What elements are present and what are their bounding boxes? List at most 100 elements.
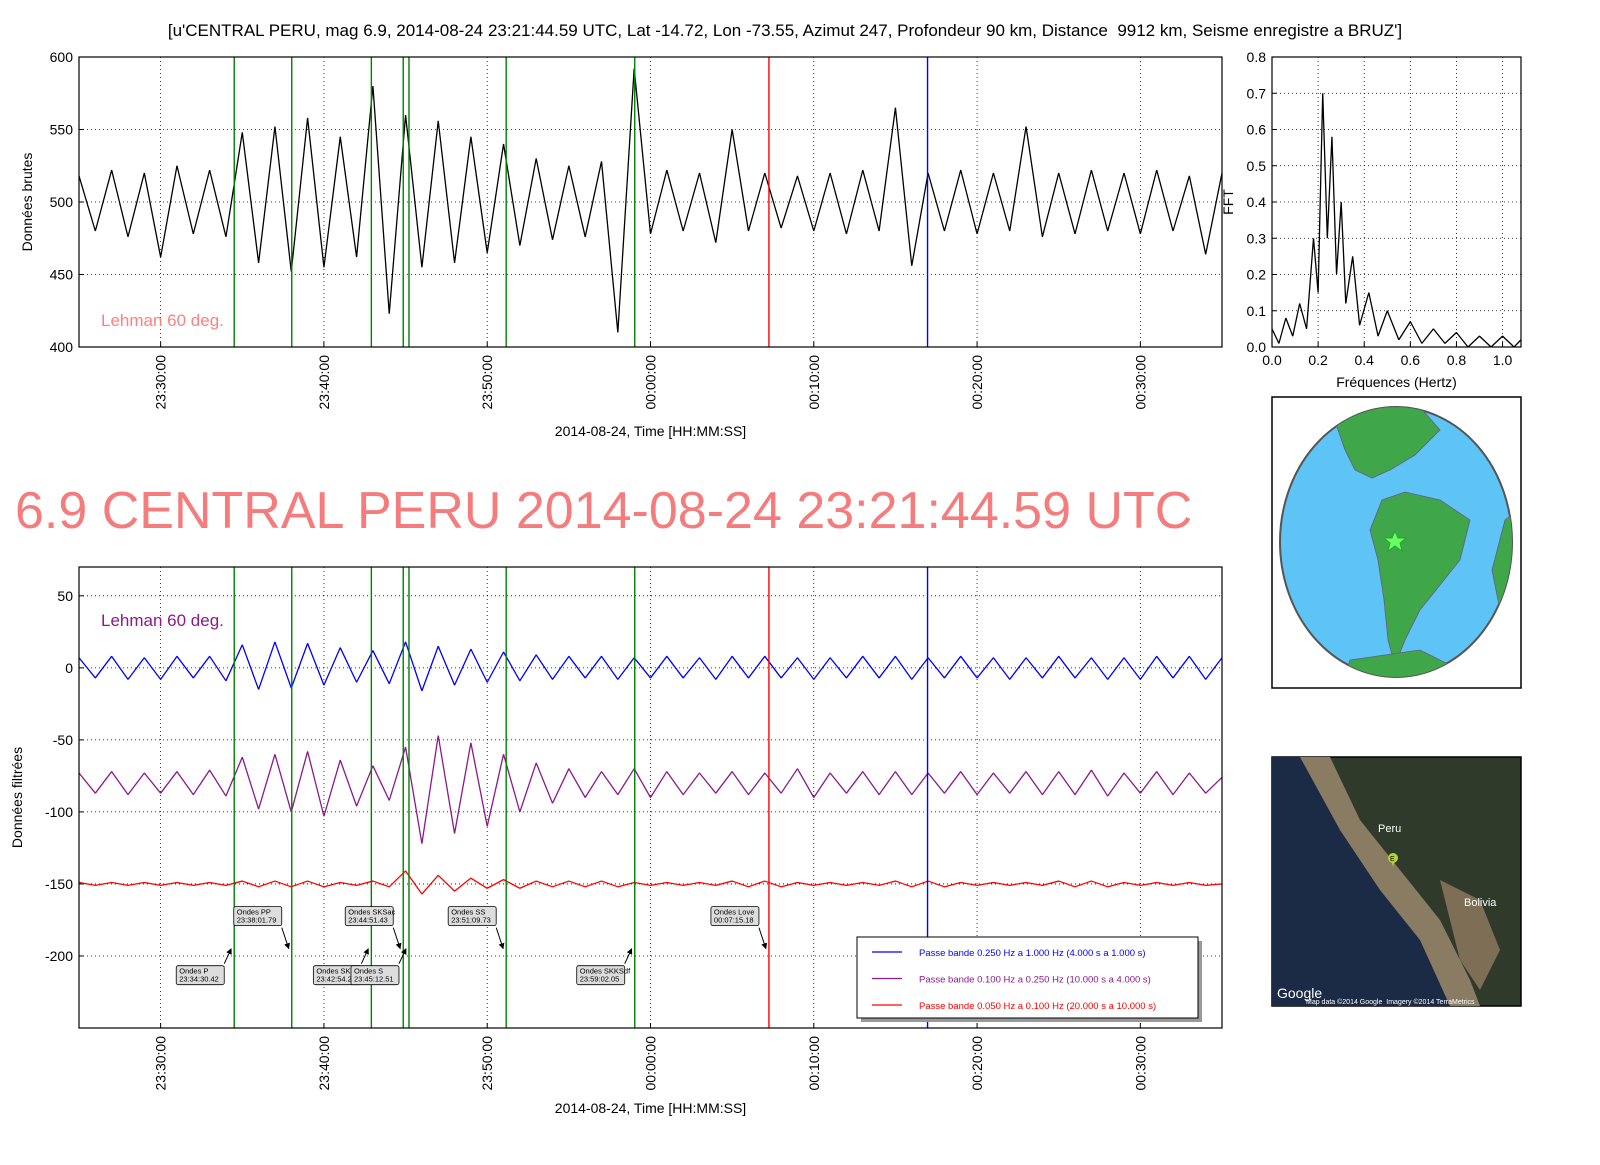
y-tick-label: 600	[50, 49, 74, 65]
y-tick-label: 0.3	[1247, 230, 1267, 246]
x-tick-label: 0.2	[1308, 352, 1328, 368]
map-label: Peru	[1378, 823, 1401, 835]
y-tick-label: 400	[50, 339, 74, 355]
phase-arrow	[495, 927, 505, 950]
plot-frame	[78, 566, 1223, 1029]
y-tick-label: 550	[50, 122, 74, 138]
phase-time: 23:51:09.73	[451, 916, 491, 925]
phase-name: Ondes SKIKP	[316, 967, 362, 976]
phase-label-box	[175, 965, 225, 986]
satellite-map	[1271, 756, 1522, 1007]
x-axis-label: 2014-08-24, Time [HH:MM:SS]	[555, 1100, 746, 1116]
y-tick-label: 0.6	[1247, 122, 1267, 138]
legend-box	[856, 936, 1199, 1019]
data-line	[78, 641, 1223, 692]
y-tick-label: 0.1	[1247, 303, 1267, 319]
chart-title: [u'CENTRAL PERU, mag 6.9, 2014-08-24 23:…	[168, 21, 1402, 40]
phase-name: Ondes P	[179, 967, 208, 976]
y-tick-label: 50	[57, 588, 73, 604]
phase-label-box	[233, 906, 283, 927]
plot-frame	[1271, 56, 1522, 348]
legend-label: Passe bande 0.250 Hz a 1.000 Hz (4.000 s…	[919, 948, 1146, 959]
phase-label-box	[447, 906, 497, 927]
phase-time: 23:44:51.43	[348, 916, 388, 925]
legend-label: Passe bande 0.050 Hz a 0.100 Hz (20.000 …	[919, 1001, 1156, 1012]
x-tick-label: 00:20:00	[969, 1036, 985, 1091]
phase-label-box	[344, 906, 394, 927]
x-tick-label: 00:30:00	[1132, 1036, 1148, 1091]
phase-arrow	[758, 927, 768, 950]
phase-label-box	[576, 965, 626, 986]
headline: 6.9 CENTRAL PERU 2014-08-24 23:21:44.59 …	[15, 482, 1192, 540]
phase-time: 23:59:02.05	[580, 975, 620, 984]
phase-arrow	[223, 948, 232, 964]
y-tick-label: 0.4	[1247, 194, 1267, 210]
x-tick-label: 00:00:00	[643, 355, 659, 410]
map-logo: Google	[1277, 985, 1322, 1001]
x-tick-label: 00:10:00	[806, 1036, 822, 1091]
phase-arrow	[281, 927, 290, 950]
phase-name: Ondes SKSac	[348, 908, 395, 917]
phase-name: Ondes S	[354, 967, 383, 976]
y-tick-label: 500	[50, 194, 74, 210]
phase-label-box	[350, 965, 400, 986]
phase-time: 23:45:12.51	[354, 975, 394, 984]
x-tick-label: 00:00:00	[643, 1036, 659, 1091]
data-line	[78, 735, 1223, 844]
map-marker-label: E	[1390, 856, 1395, 863]
y-tick-label: 0.8	[1247, 49, 1267, 65]
data-line	[78, 68, 1223, 333]
map-label: Bolivia	[1464, 897, 1497, 909]
y-tick-label: 0	[65, 660, 73, 676]
phase-time: 23:34:30.42	[179, 975, 219, 984]
phase-time: 23:42:54.29	[316, 975, 356, 984]
x-tick-label: 00:30:00	[1132, 355, 1148, 410]
x-axis-label: 2014-08-24, Time [HH:MM:SS]	[555, 423, 746, 439]
x-tick-label: 23:30:00	[153, 355, 169, 410]
x-tick-label: 23:30:00	[153, 1036, 169, 1091]
x-tick-label: 0.0	[1262, 352, 1282, 368]
annotation: Lehman 60 deg.	[101, 611, 224, 630]
x-tick-label: 1.0	[1493, 352, 1513, 368]
x-tick-label: 23:50:00	[479, 355, 495, 410]
globe-map	[1271, 396, 1522, 689]
x-tick-label: 0.4	[1354, 352, 1374, 368]
phase-name: Ondes PP	[237, 908, 271, 917]
y-tick-label: -100	[45, 804, 73, 820]
annotation: Lehman 60 deg.	[101, 311, 224, 330]
phase-arrow	[360, 948, 369, 964]
y-axis-label: FFT	[1220, 189, 1236, 215]
y-tick-label: 450	[50, 267, 74, 283]
x-tick-label: 23:40:00	[316, 355, 332, 410]
y-tick-label: 0.2	[1247, 267, 1267, 283]
data-line	[78, 870, 1223, 895]
x-axis-label: Fréquences (Hertz)	[1336, 374, 1457, 390]
phase-name: Ondes SKKSdf	[580, 967, 631, 976]
phase-time: 23:38:01.79	[237, 916, 277, 925]
legend-label: Passe bande 0.100 Hz a 0.250 Hz (10.000 …	[919, 975, 1151, 986]
plot-frame	[78, 56, 1223, 348]
y-tick-label: -150	[45, 876, 73, 892]
map-attribution: Map data ©2014 Google Imagery ©2014 Terr…	[1306, 998, 1475, 1006]
x-tick-label: 0.8	[1447, 352, 1467, 368]
x-tick-label: 23:40:00	[316, 1036, 332, 1091]
phase-time: 00:07:15.18	[714, 916, 754, 925]
x-tick-label: 23:50:00	[479, 1036, 495, 1091]
y-tick-label: 0.0	[1247, 339, 1267, 355]
y-tick-label: -200	[45, 948, 73, 964]
y-tick-label: -50	[53, 732, 73, 748]
phase-label-box	[710, 906, 760, 927]
phase-arrow	[398, 948, 407, 964]
x-tick-label: 0.6	[1401, 352, 1421, 368]
y-tick-label: 0.7	[1247, 85, 1267, 101]
phase-arrow	[392, 927, 402, 950]
phase-name: Ondes Love	[714, 908, 754, 917]
x-tick-label: 00:20:00	[969, 355, 985, 410]
phase-name: Ondes SS	[451, 908, 485, 917]
y-tick-label: 0.5	[1247, 158, 1267, 174]
x-tick-label: 00:10:00	[806, 355, 822, 410]
y-axis-label: Données brutes	[19, 153, 35, 252]
phase-arrow	[624, 948, 633, 964]
